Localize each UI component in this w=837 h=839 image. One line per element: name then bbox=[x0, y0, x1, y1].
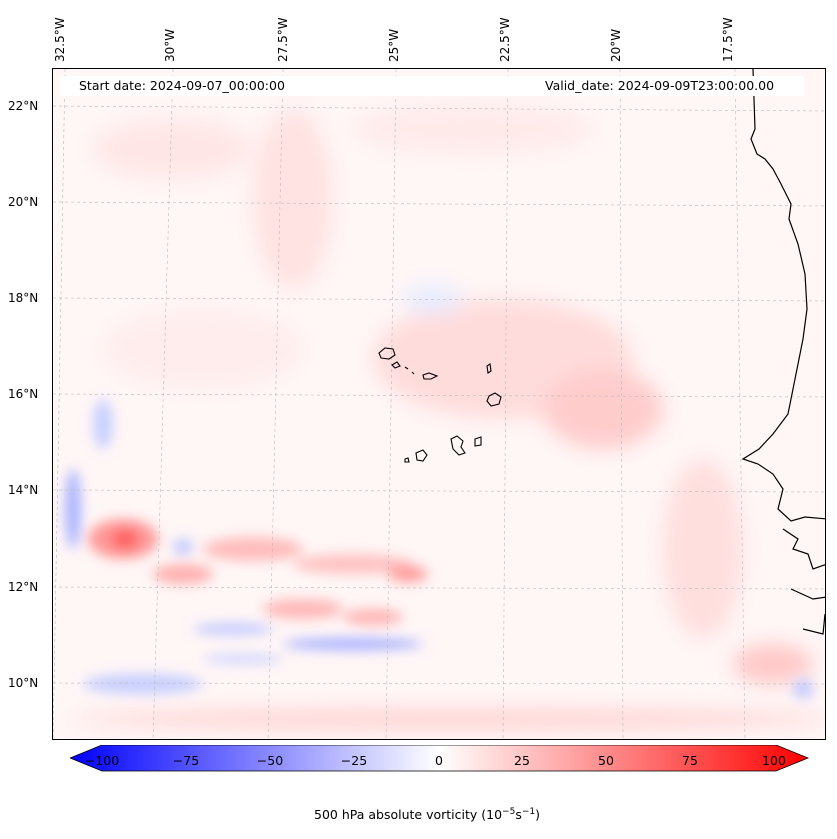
colorbar bbox=[70, 745, 810, 772]
lon-label-22-5w: 22.5°W bbox=[498, 17, 512, 62]
lat-label-12n: 12°N bbox=[8, 580, 39, 594]
cb-tick-minus-50: −50 bbox=[256, 753, 284, 768]
cb-tick-75: 75 bbox=[682, 753, 698, 768]
cape-verde-islands bbox=[378, 347, 502, 463]
lat-label-10n: 10°N bbox=[8, 676, 39, 690]
lon-label-30w: 30°W bbox=[163, 28, 177, 62]
lat-label-22n: 22°N bbox=[8, 99, 39, 113]
vorticity-field bbox=[53, 69, 825, 739]
cb-tick-0: 0 bbox=[435, 753, 443, 768]
colorbar-label-main: 500 hPa absolute vorticity (10 bbox=[314, 807, 503, 823]
lat-label-14n: 14°N bbox=[8, 483, 39, 497]
vorticity-background-patches bbox=[73, 104, 825, 729]
vorticity-strong-features bbox=[65, 399, 813, 699]
coastline-africa bbox=[741, 69, 825, 635]
lon-label-25w: 25°W bbox=[387, 28, 401, 62]
lon-label-20w: 20°W bbox=[609, 28, 623, 62]
lat-label-18n: 18°N bbox=[8, 291, 39, 305]
colorbar-ramp bbox=[70, 745, 810, 772]
lat-label-20n: 20°N bbox=[8, 195, 39, 209]
info-bar bbox=[60, 76, 804, 96]
cb-tick-25: 25 bbox=[514, 753, 530, 768]
cb-tick-minus-100: −100 bbox=[84, 753, 120, 768]
colorbar-label-exp1: −5 bbox=[502, 807, 516, 817]
vorticity-map bbox=[52, 68, 826, 740]
colorbar-label-end: ) bbox=[535, 807, 541, 823]
colorbar-label-mid: s bbox=[515, 807, 522, 823]
cb-tick-minus-75: −75 bbox=[172, 753, 200, 768]
graticule bbox=[53, 69, 825, 739]
cb-tick-100: 100 bbox=[762, 753, 786, 768]
lon-label-32-5w: 32.5°W bbox=[53, 17, 67, 62]
colorbar-label: 500 hPa absolute vorticity (10−5s−1) bbox=[314, 807, 540, 822]
valid-date-label: Valid_date: 2024-09-09T23:00:00.00 bbox=[545, 78, 775, 93]
cb-tick-50: 50 bbox=[598, 753, 614, 768]
start-date-label: Start date: 2024-09-07_00:00:00 bbox=[79, 78, 285, 93]
lon-label-27-5w: 27.5°W bbox=[276, 17, 290, 62]
colorbar-label-exp2: −1 bbox=[521, 807, 536, 817]
lon-label-17-5w: 17.5°W bbox=[721, 17, 735, 62]
cb-tick-minus-25: −25 bbox=[340, 753, 368, 768]
lat-label-16n: 16°N bbox=[8, 387, 39, 401]
